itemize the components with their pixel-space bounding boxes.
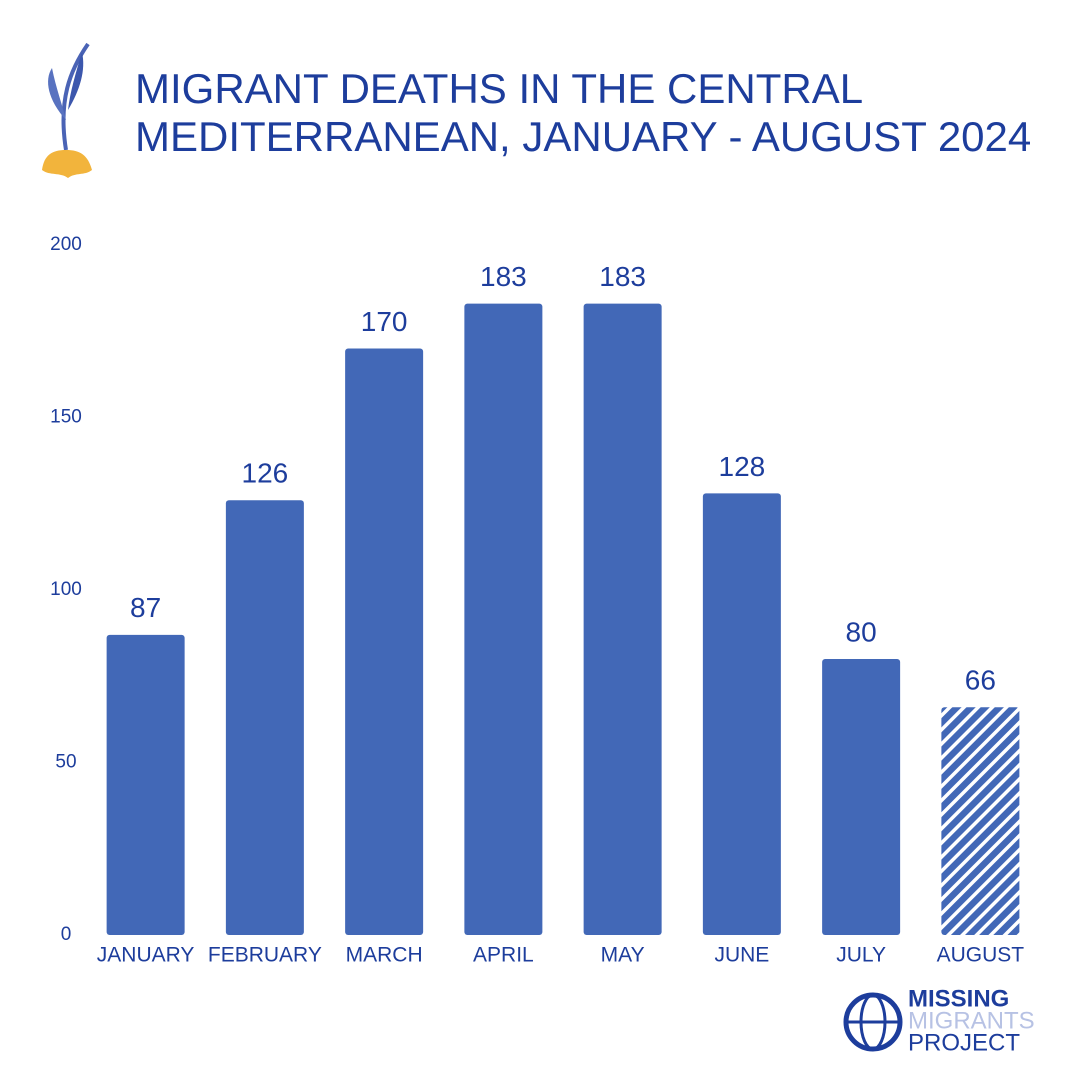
bar	[583, 303, 662, 935]
logo-text: PROJECT	[908, 1029, 1020, 1056]
chart-title: MIGRANT DEATHS IN THE CENTRAL	[135, 65, 863, 112]
bar	[941, 707, 1020, 935]
y-tick-label: 0	[61, 924, 72, 945]
data-label: 126	[242, 458, 289, 489]
x-tick-label: JUNE	[714, 944, 769, 967]
bar	[345, 348, 424, 935]
y-tick-label: 50	[55, 752, 76, 773]
bar	[822, 659, 901, 935]
data-label: 128	[719, 451, 766, 482]
logo-text: MIGRANTS	[908, 1007, 1035, 1034]
x-tick-label: FEBRUARY	[208, 944, 322, 967]
bar	[464, 303, 543, 935]
data-label: 87	[130, 592, 161, 623]
data-label: 66	[965, 665, 996, 696]
x-tick-label: MAY	[601, 944, 645, 967]
y-tick-label: 200	[50, 234, 82, 255]
data-label: 80	[846, 616, 877, 647]
data-label: 183	[480, 261, 527, 292]
bar	[106, 634, 185, 935]
x-tick-label: AUGUST	[937, 944, 1025, 967]
bar	[702, 493, 781, 935]
logo-text: MISSING	[908, 985, 1009, 1012]
bar	[225, 500, 304, 935]
x-tick-label: JANUARY	[97, 944, 195, 967]
data-label: 183	[599, 261, 646, 292]
chart-title: MEDITERRANEAN, JANUARY - AUGUST 2024	[135, 113, 1031, 160]
logo: MISSING MIGRANTS PROJECT	[843, 985, 1035, 1056]
y-tick-label: 100	[50, 579, 82, 600]
flower-icon	[42, 42, 92, 178]
x-tick-label: APRIL	[473, 944, 534, 967]
x-tick-label: JULY	[836, 944, 886, 967]
x-tick-label: MARCH	[346, 944, 423, 967]
data-label: 170	[361, 306, 408, 337]
y-tick-label: 150	[50, 407, 82, 428]
